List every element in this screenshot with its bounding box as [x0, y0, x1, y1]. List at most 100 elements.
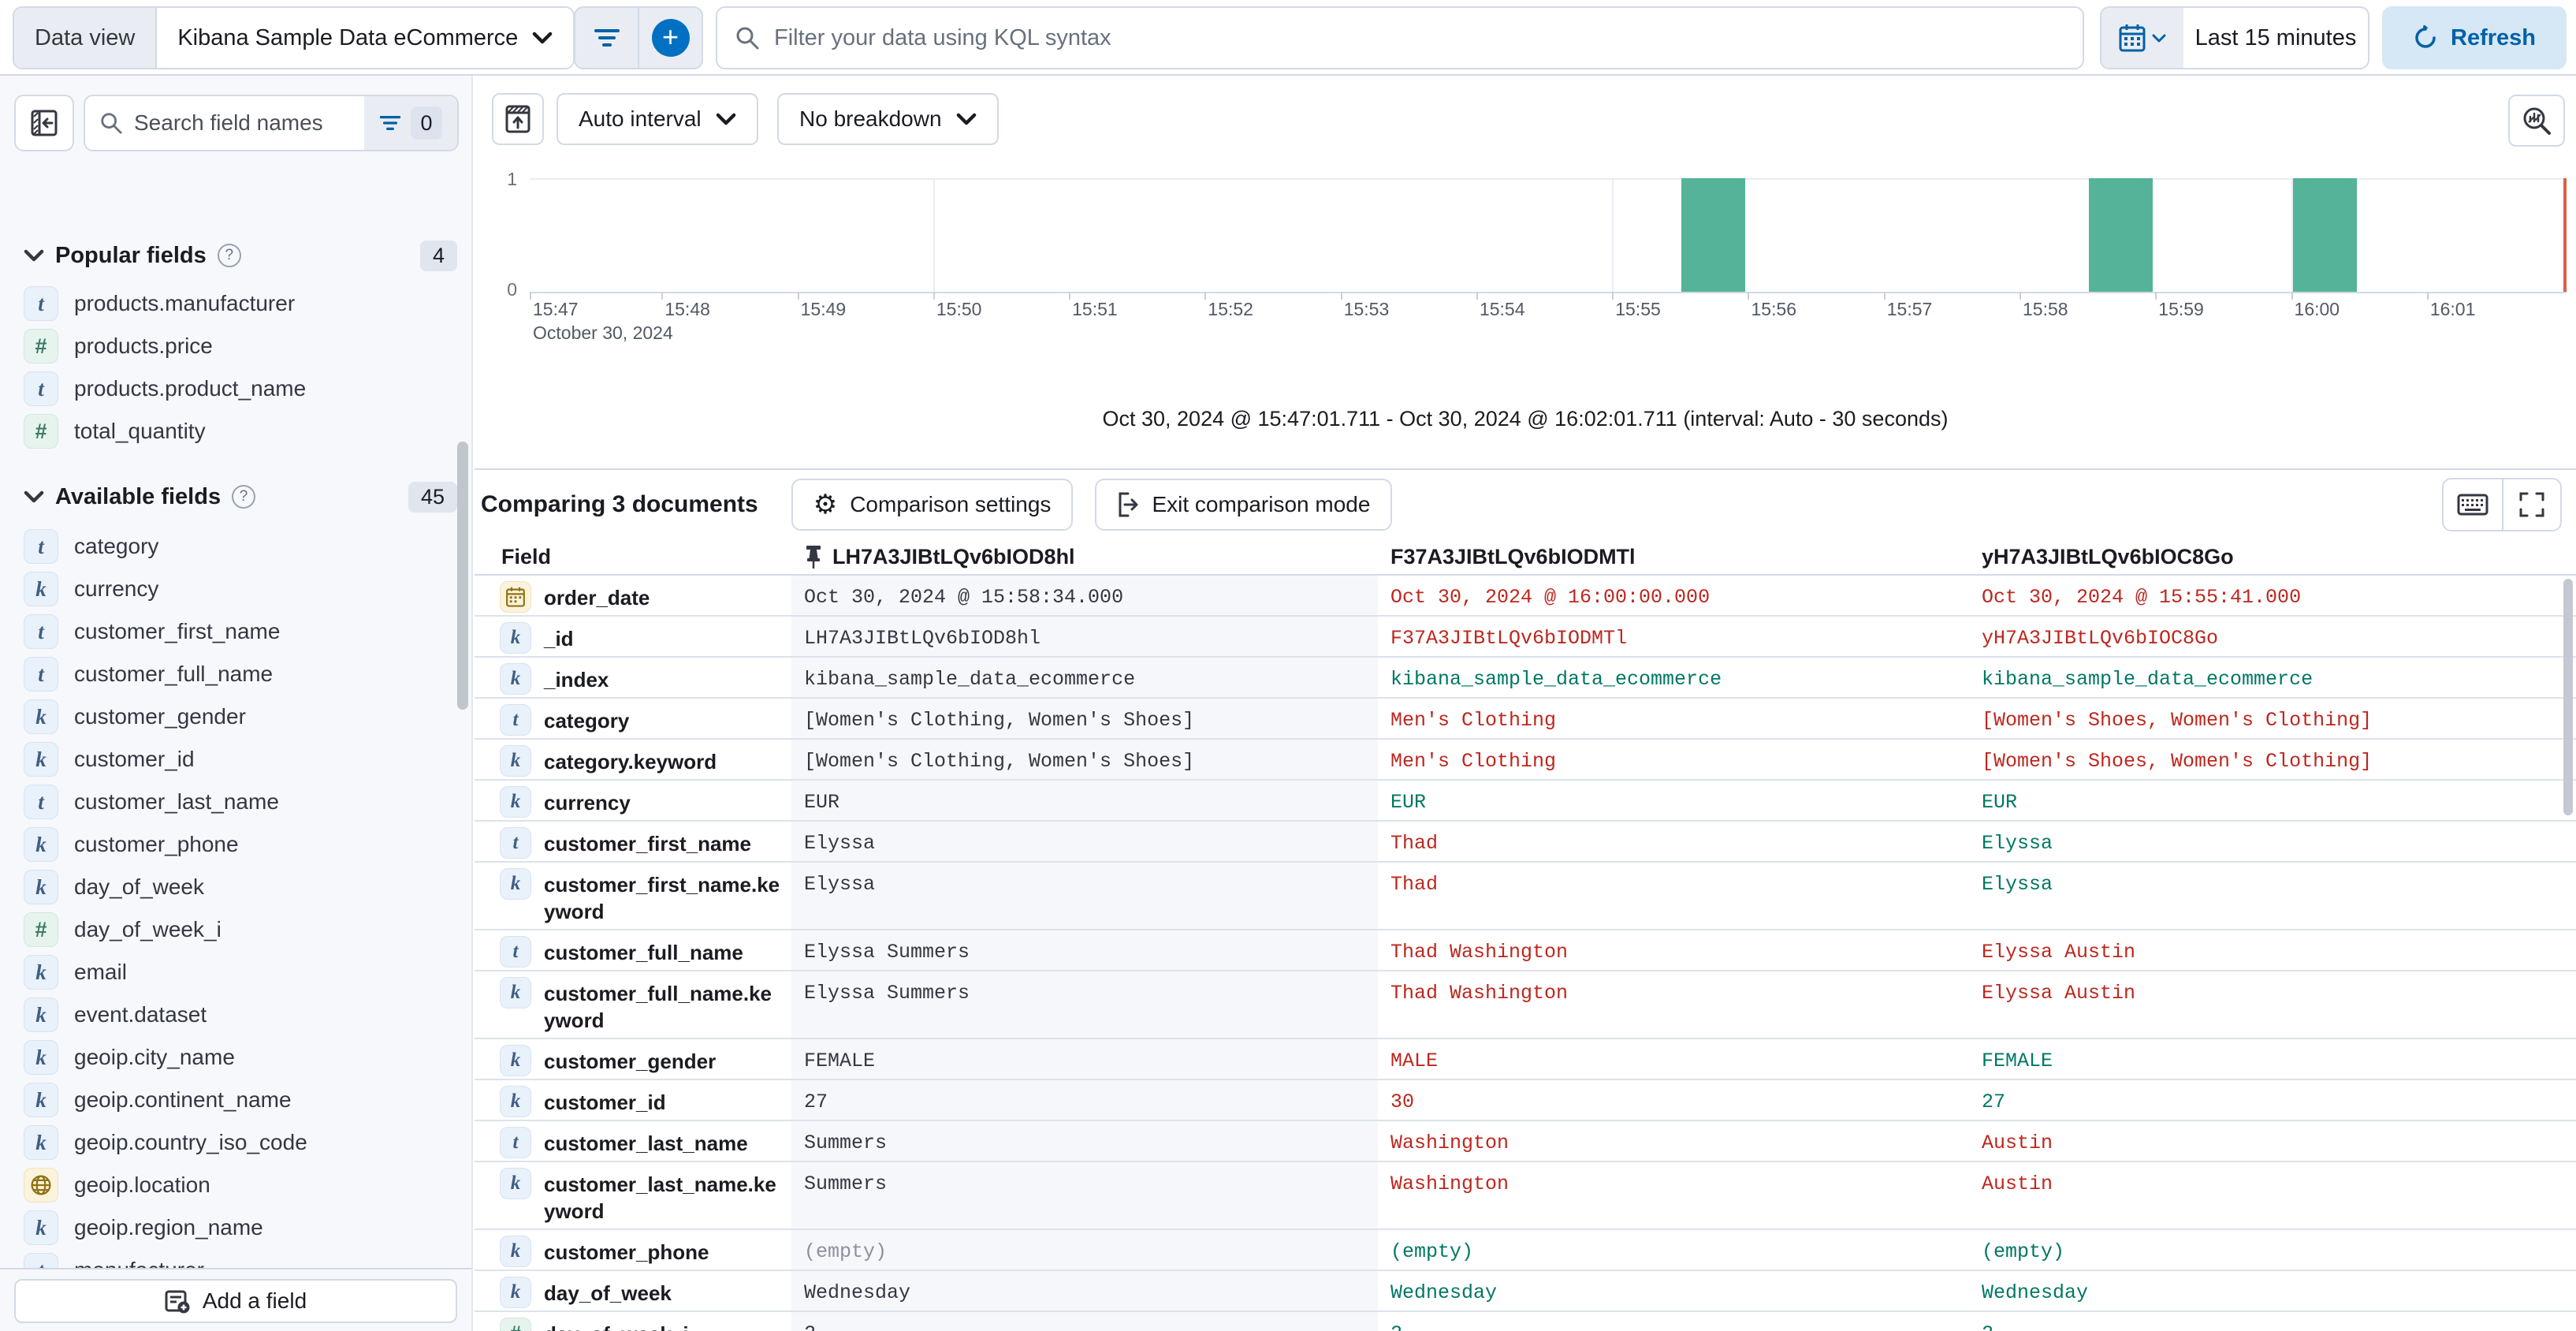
field-item-total_quantity[interactable]: # total_quantity — [0, 410, 471, 453]
comparison-value-cell[interactable]: Elyssa — [1969, 822, 2576, 861]
base-column-header[interactable]: LH7A3JIBtLQv6bIOD8hl — [791, 539, 1378, 574]
field-cell[interactable]: t customer_full_name — [475, 930, 791, 970]
histogram-bar[interactable] — [2089, 178, 2153, 292]
field-cell[interactable]: k category.keyword — [475, 740, 791, 779]
fullscreen-button[interactable] — [2502, 479, 2560, 530]
field-cell[interactable]: t customer_first_name — [475, 822, 791, 861]
field-item-customer_gender[interactable]: k customer_gender — [0, 695, 471, 738]
comparison-value-cell[interactable]: Men's Clothing — [1378, 699, 1969, 738]
exit-comparison-button[interactable]: Exit comparison mode — [1095, 479, 1393, 531]
field-cell[interactable]: k day_of_week — [475, 1271, 791, 1310]
refresh-button[interactable]: Refresh — [2382, 6, 2567, 69]
field-cell[interactable]: k _index — [475, 658, 791, 697]
comparison-value-cell[interactable]: kibana_sample_data_ecommerce — [1969, 658, 2576, 697]
add-filter-button[interactable] — [638, 8, 702, 68]
comparison-value-cell[interactable]: Thad Washington — [1378, 971, 1969, 1038]
comparison-value-cell[interactable]: Men's Clothing — [1378, 740, 1969, 779]
field-item-customer_last_name[interactable]: t customer_last_name — [0, 781, 471, 823]
base-value-cell[interactable]: 2 — [791, 1312, 1378, 1331]
comparison-column-header-2[interactable]: yH7A3JIBtLQv6bIOC8Go — [1969, 539, 2576, 574]
field-item-geoip.city_name[interactable]: k geoip.city_name — [0, 1036, 471, 1079]
comparison-value-cell[interactable]: Thad — [1378, 822, 1969, 861]
field-item-currency[interactable]: k currency — [0, 568, 471, 610]
comparison-value-cell[interactable]: 30 — [1378, 1080, 1969, 1120]
field-cell[interactable]: k _id — [475, 617, 791, 656]
field-item-category[interactable]: t category — [0, 525, 471, 568]
comparison-value-cell[interactable]: (empty) — [1969, 1230, 2576, 1269]
field-item-event.dataset[interactable]: k event.dataset — [0, 994, 471, 1036]
comparison-value-cell[interactable]: MALE — [1378, 1039, 1969, 1079]
popular-fields-header[interactable]: Popular fields 4 — [0, 233, 471, 278]
field-item-products.price[interactable]: # products.price — [0, 325, 471, 367]
available-fields-header[interactable]: Available fields 45 — [0, 475, 471, 519]
comparison-value-cell[interactable]: 27 — [1969, 1080, 2576, 1120]
base-value-cell[interactable]: Elyssa Summers — [791, 971, 1378, 1038]
comparison-value-cell[interactable]: Elyssa — [1969, 863, 2576, 929]
saved-query-menu-button[interactable] — [575, 8, 638, 68]
comparison-value-cell[interactable]: Wednesday — [1969, 1271, 2576, 1310]
comparison-value-cell[interactable]: Wednesday — [1378, 1271, 1969, 1310]
comparison-value-cell[interactable]: [Women's Shoes, Women's Clothing] — [1969, 699, 2576, 738]
interval-dropdown[interactable]: Auto interval — [557, 93, 758, 145]
comparison-column-header-1[interactable]: F37A3JIBtLQv6bIODMTl — [1378, 539, 1969, 574]
field-cell[interactable]: order_date — [475, 576, 791, 615]
field-filter-button[interactable]: 0 — [364, 96, 457, 150]
sidebar-scrollbar[interactable] — [457, 442, 468, 710]
base-value-cell[interactable]: kibana_sample_data_ecommerce — [791, 658, 1378, 697]
base-value-cell[interactable]: [Women's Clothing, Women's Shoes] — [791, 740, 1378, 779]
field-cell[interactable]: # day_of_week_i — [475, 1312, 791, 1331]
histogram-bar[interactable] — [1681, 178, 1746, 292]
field-column-header[interactable]: Field — [501, 544, 552, 569]
comparison-value-cell[interactable]: Thad — [1378, 863, 1969, 929]
field-item-email[interactable]: k email — [0, 951, 471, 994]
base-value-cell[interactable]: EUR — [791, 781, 1378, 820]
base-value-cell[interactable]: (empty) — [791, 1230, 1378, 1269]
comparison-value-cell[interactable]: EUR — [1378, 781, 1969, 820]
field-cell[interactable]: k customer_first_name.keyword — [475, 863, 791, 929]
collapse-sidebar-button[interactable] — [14, 95, 74, 151]
comparison-value-cell[interactable]: 2 — [1378, 1312, 1969, 1331]
field-cell[interactable]: k currency — [475, 781, 791, 820]
field-item-geoip.country_iso_code[interactable]: k geoip.country_iso_code — [0, 1121, 471, 1164]
base-value-cell[interactable]: Elyssa Summers — [791, 930, 1378, 970]
add-field-button[interactable]: Add a field — [14, 1279, 457, 1323]
field-item-customer_phone[interactable]: k customer_phone — [0, 823, 471, 866]
field-cell[interactable]: k customer_full_name.keyword — [475, 971, 791, 1038]
field-item-geoip.region_name[interactable]: k geoip.region_name — [0, 1206, 471, 1249]
comparison-value-cell[interactable]: Oct 30, 2024 @ 15:55:41.000 — [1969, 576, 2576, 615]
comparison-value-cell[interactable]: Elyssa Austin — [1969, 971, 2576, 1038]
field-item-products.manufacturer[interactable]: t products.manufacturer — [0, 282, 471, 325]
base-value-cell[interactable]: Summers — [791, 1121, 1378, 1161]
base-value-cell[interactable]: Elyssa — [791, 863, 1378, 929]
edit-visualization-button[interactable] — [2508, 95, 2565, 147]
breakdown-dropdown[interactable]: No breakdown — [777, 93, 999, 145]
table-scrollbar[interactable] — [2563, 579, 2573, 815]
comparison-value-cell[interactable]: Thad Washington — [1378, 930, 1969, 970]
time-range-value[interactable]: Last 15 minutes — [2194, 24, 2357, 50]
comparison-value-cell[interactable]: Washington — [1378, 1121, 1969, 1161]
comparison-settings-button[interactable]: Comparison settings — [791, 479, 1074, 531]
field-item-customer_first_name[interactable]: t customer_first_name — [0, 610, 471, 653]
histogram-plot[interactable]: 15:47 October 30, 2024 15:48 15:49 15:50 15:5… — [530, 178, 2567, 343]
base-value-cell[interactable]: 27 — [791, 1080, 1378, 1120]
comparison-value-cell[interactable]: (empty) — [1378, 1230, 1969, 1269]
base-value-cell[interactable]: [Women's Clothing, Women's Shoes] — [791, 699, 1378, 738]
base-value-cell[interactable]: Summers — [791, 1162, 1378, 1228]
time-picker-calendar-button[interactable] — [2101, 8, 2183, 68]
field-cell[interactable]: k customer_phone — [475, 1230, 791, 1269]
kql-search-bar[interactable]: Filter your data using KQL syntax — [716, 6, 2084, 69]
comparison-value-cell[interactable]: [Women's Shoes, Women's Clothing] — [1969, 740, 2576, 779]
comparison-value-cell[interactable]: Washington — [1378, 1162, 1969, 1228]
field-item-geoip.location[interactable]: geoip.location — [0, 1164, 471, 1206]
field-item-products.product_name[interactable]: t products.product_name — [0, 367, 471, 410]
field-item-day_of_week[interactable]: k day_of_week — [0, 866, 471, 908]
field-item-customer_full_name[interactable]: t customer_full_name — [0, 653, 471, 695]
base-value-cell[interactable]: LH7A3JIBtLQv6bIOD8hl — [791, 617, 1378, 656]
field-cell[interactable]: k customer_id — [475, 1080, 791, 1120]
comparison-value-cell[interactable]: Elyssa Austin — [1969, 930, 2576, 970]
keyboard-shortcuts-button[interactable] — [2444, 479, 2502, 530]
field-cell[interactable]: k customer_last_name.keyword — [475, 1162, 791, 1228]
field-search-input[interactable]: Search field names 0 — [84, 95, 459, 151]
field-cell[interactable]: t customer_last_name — [475, 1121, 791, 1161]
field-item-day_of_week_i[interactable]: # day_of_week_i — [0, 908, 471, 951]
